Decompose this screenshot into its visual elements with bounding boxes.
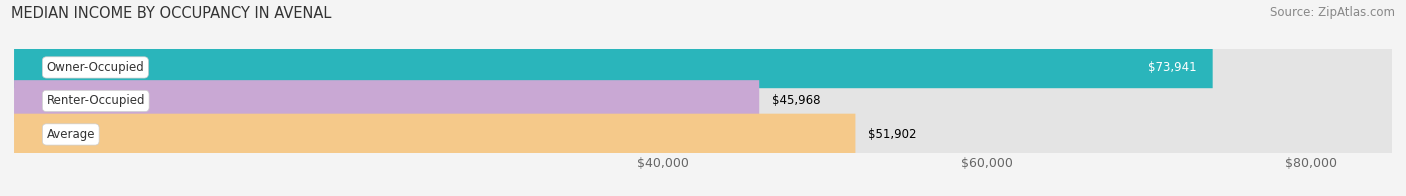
Text: Average: Average (46, 128, 96, 141)
FancyBboxPatch shape (14, 114, 1392, 155)
Text: $51,902: $51,902 (869, 128, 917, 141)
Text: $45,968: $45,968 (772, 94, 821, 107)
Text: Renter-Occupied: Renter-Occupied (46, 94, 145, 107)
Text: Source: ZipAtlas.com: Source: ZipAtlas.com (1270, 6, 1395, 19)
FancyBboxPatch shape (14, 80, 1392, 122)
FancyBboxPatch shape (14, 47, 1392, 88)
Text: Owner-Occupied: Owner-Occupied (46, 61, 145, 74)
FancyBboxPatch shape (14, 80, 759, 122)
Text: MEDIAN INCOME BY OCCUPANCY IN AVENAL: MEDIAN INCOME BY OCCUPANCY IN AVENAL (11, 6, 332, 21)
FancyBboxPatch shape (14, 47, 1212, 88)
Text: $73,941: $73,941 (1147, 61, 1197, 74)
FancyBboxPatch shape (14, 114, 855, 155)
